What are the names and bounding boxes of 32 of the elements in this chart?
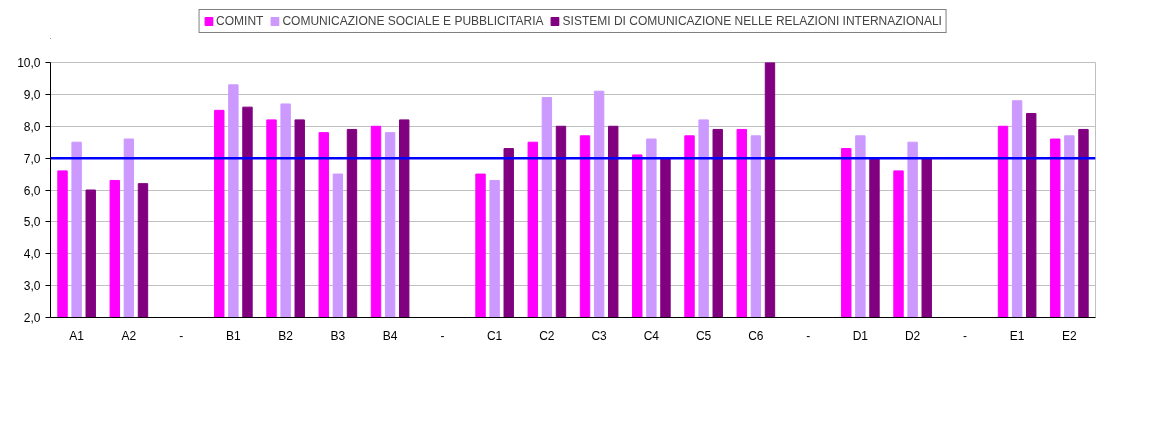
x-tick-label: C1 [486, 328, 503, 343]
x-tick-label: C2 [539, 328, 555, 343]
x-tick-label: D2 [904, 328, 921, 343]
y-tick-label: 6,0 [23, 183, 41, 198]
legend-label: COMUNICAZIONE SOCIALE E PUBBLICITARIA [282, 14, 544, 28]
x-tick-label: C3 [591, 328, 608, 343]
y-tick-label: 8,0 [23, 119, 41, 134]
x-tick-label: - [806, 328, 811, 343]
x-tick-label: E2 [1062, 328, 1078, 343]
x-tick-label: - [440, 328, 445, 343]
legend-label: COMINT [216, 14, 264, 28]
y-tick-label: 9,0 [23, 87, 41, 102]
y-tick-label: 3,0 [23, 279, 41, 294]
x-tick-label: C5 [695, 328, 712, 343]
x-tick-label: B3 [330, 328, 346, 343]
y-tick-label: 7,0 [23, 151, 41, 166]
x-tick-label: B4 [382, 328, 398, 343]
x-tick-label: C4 [643, 328, 660, 343]
x-tick-label: B2 [278, 328, 294, 343]
x-tick-label: - [962, 328, 967, 343]
x-tick-label: E1 [1009, 328, 1025, 343]
y-tick-label: 4,0 [23, 247, 41, 262]
x-tick-label: D1 [852, 328, 869, 343]
legend-label: SISTEMI DI COMUNICAZIONE NELLE RELAZIONI INTERNAZIONALI [562, 14, 942, 28]
x-tick-label: C6 [748, 328, 764, 343]
y-tick-label: 5,0 [23, 215, 41, 230]
y-tick-label: 10,0 [17, 56, 41, 70]
x-tick-label: A1 [69, 328, 85, 343]
x-tick-label: A2 [121, 328, 137, 343]
y-tick-label: 2,0 [23, 311, 41, 325]
x-tick-label: - [179, 328, 184, 343]
x-tick-label: B1 [226, 328, 242, 343]
